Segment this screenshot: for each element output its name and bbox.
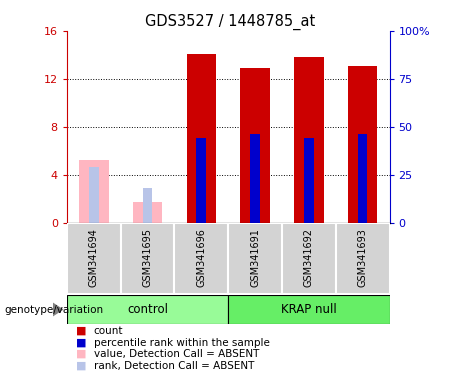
Bar xyxy=(240,68,270,223)
Bar xyxy=(67,223,121,294)
Text: percentile rank within the sample: percentile rank within the sample xyxy=(94,338,270,348)
Text: genotype/variation: genotype/variation xyxy=(5,305,104,314)
Bar xyxy=(228,295,390,324)
Bar xyxy=(174,223,228,294)
Bar xyxy=(142,188,152,223)
Bar xyxy=(89,167,99,223)
Text: GSM341691: GSM341691 xyxy=(250,228,260,287)
Bar xyxy=(67,295,228,324)
Bar xyxy=(282,223,336,294)
Bar xyxy=(79,161,108,223)
Bar xyxy=(133,202,162,223)
Text: GSM341696: GSM341696 xyxy=(196,228,207,287)
Text: ■: ■ xyxy=(76,338,87,348)
Text: ■: ■ xyxy=(76,349,87,359)
Bar xyxy=(228,223,282,294)
Bar xyxy=(121,223,174,294)
Bar xyxy=(196,138,206,223)
Text: GSM341692: GSM341692 xyxy=(304,228,314,287)
Text: ■: ■ xyxy=(76,326,87,336)
Bar xyxy=(336,223,390,294)
Text: count: count xyxy=(94,326,123,336)
Polygon shape xyxy=(53,303,64,316)
Text: control: control xyxy=(127,303,168,316)
Bar xyxy=(358,134,367,223)
Text: value, Detection Call = ABSENT: value, Detection Call = ABSENT xyxy=(94,349,259,359)
Text: GDS3527 / 1448785_at: GDS3527 / 1448785_at xyxy=(145,13,316,30)
Text: ■: ■ xyxy=(76,361,87,371)
Bar xyxy=(348,66,378,223)
Text: GSM341694: GSM341694 xyxy=(89,228,99,287)
Text: rank, Detection Call = ABSENT: rank, Detection Call = ABSENT xyxy=(94,361,254,371)
Text: GSM341693: GSM341693 xyxy=(358,228,368,287)
Bar xyxy=(304,138,313,223)
Bar xyxy=(187,53,216,223)
Text: GSM341695: GSM341695 xyxy=(142,228,153,287)
Bar xyxy=(294,57,324,223)
Bar xyxy=(250,134,260,223)
Text: KRAP null: KRAP null xyxy=(281,303,337,316)
